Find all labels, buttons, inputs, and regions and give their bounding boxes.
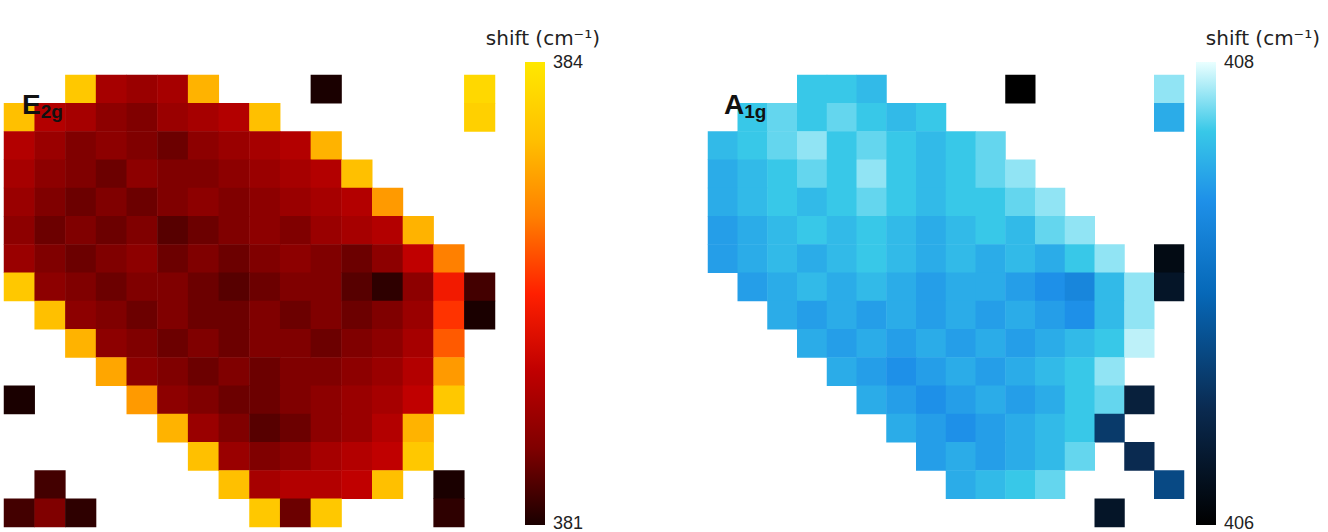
svg-text:2g: 2g bbox=[41, 101, 63, 122]
svg-text:406: 406 bbox=[1224, 513, 1254, 532]
svg-text:1g: 1g bbox=[744, 101, 766, 122]
svg-text:408: 408 bbox=[1224, 52, 1254, 72]
svg-text:E: E bbox=[22, 89, 41, 120]
svg-text:381: 381 bbox=[553, 513, 583, 532]
svg-text:shift (cm⁻¹): shift (cm⁻¹) bbox=[486, 26, 600, 50]
svg-text:A: A bbox=[724, 89, 744, 120]
svg-text:shift (cm⁻¹): shift (cm⁻¹) bbox=[1206, 26, 1320, 50]
svg-text:384: 384 bbox=[553, 52, 583, 72]
